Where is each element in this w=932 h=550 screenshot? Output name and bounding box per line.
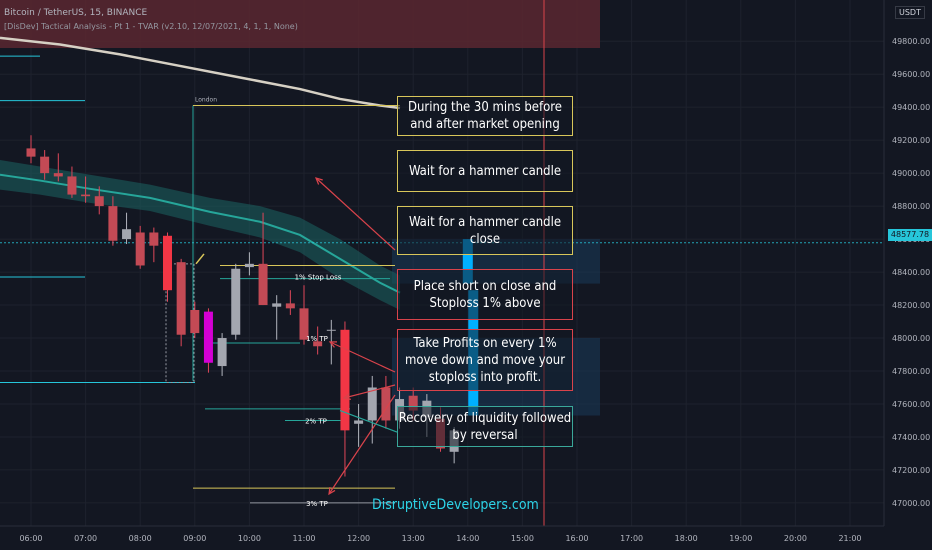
- time-axis-tick: 11:00: [292, 534, 315, 543]
- arrow-to-hammer-head: [314, 177, 323, 185]
- candle-body[interactable]: [258, 263, 268, 306]
- price-axis-tick: 49400.00: [892, 103, 930, 112]
- tip-market-opening: During the 30 mins before and after mark…: [397, 96, 573, 136]
- candle-body[interactable]: [94, 196, 104, 207]
- time-axis-tick: 10:00: [238, 534, 261, 543]
- candle-body[interactable]: [26, 148, 36, 157]
- price-axis-tick: 48000.00: [892, 334, 930, 343]
- candle-body[interactable]: [367, 387, 377, 421]
- resistance-zone: [0, 0, 600, 48]
- price-axis-tick: 47400.00: [892, 433, 930, 442]
- current-price-tag: 48577.78: [888, 229, 932, 241]
- candle-body[interactable]: [272, 303, 282, 307]
- arrow-to-tp1-head: [328, 341, 338, 348]
- tp1-label: 1% TP: [306, 335, 328, 343]
- price-axis-tick: 47800.00: [892, 367, 930, 376]
- candle-body[interactable]: [299, 308, 309, 340]
- candle-body[interactable]: [285, 303, 295, 309]
- trend-channel-midline: [0, 173, 401, 294]
- arrow-to-tp3: [328, 394, 396, 495]
- tip-hammer-candle: Wait for a hammer candle: [397, 150, 573, 192]
- candle-body[interactable]: [190, 309, 200, 334]
- time-axis-tick: 14:00: [456, 534, 479, 543]
- arrow-to-tp2-head: [342, 393, 351, 400]
- tip-take-profits: Take Profits on every 1% move down and m…: [397, 329, 573, 391]
- candle-body[interactable]: [217, 338, 227, 367]
- candle-body[interactable]: [408, 395, 418, 411]
- indicator-title: [DisDev] Tactical Analysis - Pt 1 - TVAR…: [4, 22, 298, 31]
- candle-body[interactable]: [163, 235, 172, 291]
- arrow-to-tp1: [329, 341, 396, 373]
- price-axis-tick: 49200.00: [892, 136, 930, 145]
- price-axis[interactable]: [884, 0, 932, 550]
- price-axis-tick: 47200.00: [892, 466, 930, 475]
- time-axis-tick: 12:00: [347, 534, 370, 543]
- candle-body[interactable]: [354, 420, 364, 424]
- candle-body[interactable]: [176, 262, 186, 335]
- candle-body[interactable]: [381, 387, 391, 421]
- candle-body[interactable]: [67, 176, 77, 195]
- moving-average-line: [0, 36, 401, 110]
- price-axis-tick: 48200.00: [892, 301, 930, 310]
- time-axis-tick: 16:00: [565, 534, 588, 543]
- brand-watermark: DisruptiveDevelopers.com: [372, 497, 539, 513]
- time-axis-tick: 19:00: [729, 534, 752, 543]
- candle-body[interactable]: [122, 229, 132, 240]
- time-axis-tick: 07:00: [74, 534, 97, 543]
- candle-body[interactable]: [108, 206, 118, 241]
- symbol-title: Bitcoin / TetherUS, 15, BINANCE: [4, 8, 148, 18]
- session-label: London: [195, 97, 217, 104]
- arrow-to-tp3-head: [328, 486, 336, 496]
- price-axis-tick: 49800.00: [892, 37, 930, 46]
- candle-body[interactable]: [340, 329, 350, 431]
- tip-liquidity-recovery: Recovery of liquidity followed by revers…: [397, 406, 573, 447]
- time-axis-tick: 17:00: [620, 534, 643, 543]
- price-axis-tick: 47600.00: [892, 400, 930, 409]
- time-axis-tick: 15:00: [511, 534, 534, 543]
- liquidity-pointer: [339, 410, 398, 433]
- candle-body[interactable]: [326, 329, 336, 331]
- time-axis-tick: 18:00: [675, 534, 698, 543]
- price-axis-tick: 48800.00: [892, 202, 930, 211]
- tp2-label: 2% TP: [305, 417, 327, 425]
- arrow-to-tp2: [343, 384, 396, 399]
- candle-body[interactable]: [462, 239, 473, 284]
- candle-body[interactable]: [244, 263, 254, 268]
- time-axis-tick: 21:00: [838, 534, 861, 543]
- time-axis-tick: 06:00: [19, 534, 42, 543]
- candle-body[interactable]: [53, 173, 63, 177]
- price-axis-tick: 49600.00: [892, 70, 930, 79]
- tip-place-short: Place short on close and Stoploss 1% abo…: [397, 269, 573, 320]
- price-axis-tick: 49000.00: [892, 169, 930, 178]
- candle-body[interactable]: [135, 232, 145, 266]
- stop-loss-label: 1% Stop Loss: [295, 273, 342, 281]
- candle-body[interactable]: [203, 311, 213, 363]
- time-axis-tick: 20:00: [784, 534, 807, 543]
- currency-badge[interactable]: USDT: [895, 6, 925, 19]
- hammer-marker: [195, 253, 205, 265]
- price-axis-tick: 48400.00: [892, 268, 930, 277]
- arrow-to-hammer: [315, 177, 396, 251]
- tp3-label: 3% TP: [306, 500, 328, 508]
- tip-hammer-close: Wait for a hammer candle close: [397, 206, 573, 255]
- trend-channel-band: [0, 159, 400, 310]
- price-axis-tick: 47000.00: [892, 499, 930, 508]
- candle-body[interactable]: [149, 232, 159, 246]
- candle-body[interactable]: [81, 194, 91, 197]
- candle-body[interactable]: [231, 268, 241, 335]
- time-axis-tick: 09:00: [183, 534, 206, 543]
- candle-body[interactable]: [40, 156, 50, 174]
- time-axis-tick: 13:00: [402, 534, 425, 543]
- time-axis[interactable]: [0, 526, 932, 550]
- time-axis-tick: 08:00: [129, 534, 152, 543]
- candle-body[interactable]: [313, 341, 323, 347]
